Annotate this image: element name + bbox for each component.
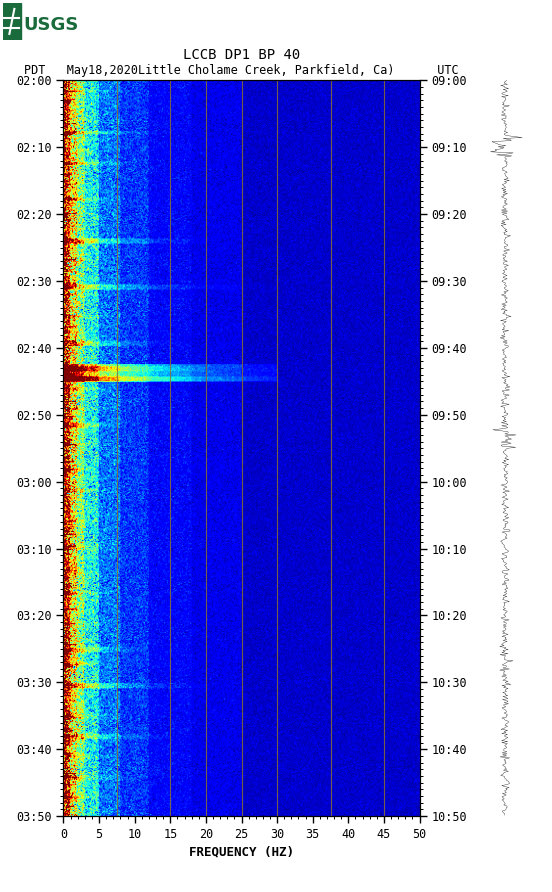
Text: LCCB DP1 BP 40: LCCB DP1 BP 40	[183, 48, 300, 62]
X-axis label: FREQUENCY (HZ): FREQUENCY (HZ)	[189, 845, 294, 858]
Text: USGS: USGS	[23, 16, 79, 34]
Text: PDT   May18,2020Little Cholame Creek, Parkfield, Ca)      UTC: PDT May18,2020Little Cholame Creek, Park…	[24, 64, 459, 77]
Bar	[3, 3, 21, 40]
